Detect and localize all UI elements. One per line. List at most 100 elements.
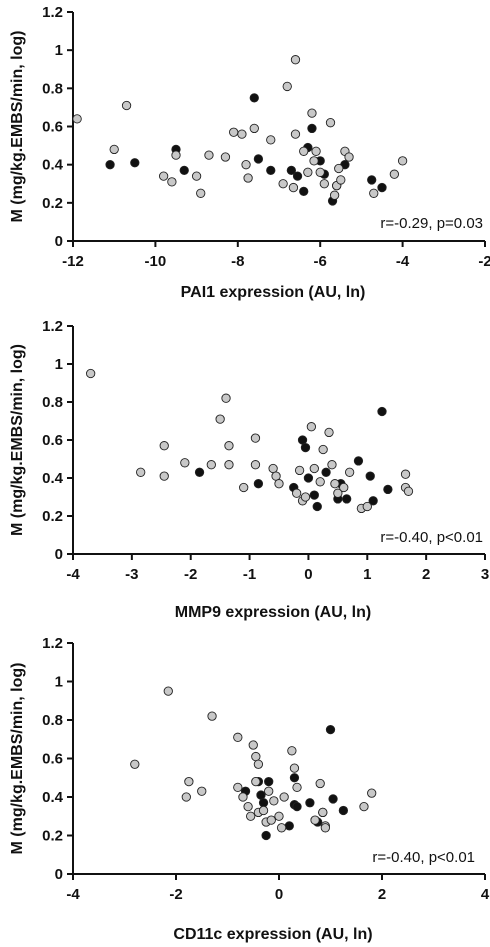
data-point-open — [290, 55, 301, 65]
data-point-filled — [194, 467, 205, 477]
x-tick-label: -4 — [66, 886, 80, 903]
data-point-filled — [367, 175, 377, 185]
data-point-open — [237, 129, 247, 139]
data-point-open — [279, 792, 289, 802]
data-point-open — [241, 160, 251, 170]
x-tick-label: 2 — [378, 886, 386, 903]
data-point-open — [249, 123, 259, 134]
data-point-filled — [377, 182, 387, 193]
data-point-open — [184, 776, 194, 787]
data-point-open — [294, 465, 305, 476]
data-point-open — [191, 171, 202, 181]
data-point-open — [310, 815, 320, 825]
data-point-open — [359, 801, 369, 812]
data-point-filled — [256, 790, 266, 800]
data-point-open — [344, 467, 355, 477]
chart-panel-1: 0 0.2 0.4 0.6 0.8 1 1.2 -12 -10 -8 -6 -4 -2 M (mg/kg.… — [9, 4, 490, 301]
data-point-open — [282, 81, 292, 92]
data-point-open — [309, 463, 319, 474]
data-point-open — [269, 796, 279, 806]
data-point-open — [159, 471, 169, 481]
data-point-open — [318, 807, 328, 818]
y-tick-label: 0.8 — [42, 394, 63, 411]
data-point-filled — [365, 471, 375, 481]
x-tick-label: 2 — [422, 566, 430, 583]
x-tick-label: 1 — [363, 566, 371, 583]
data-point-filled — [292, 171, 303, 181]
data-point-open — [309, 156, 319, 166]
data-point-filled — [305, 798, 315, 808]
data-point-filled — [130, 158, 140, 168]
data-point-open — [307, 108, 317, 118]
data-point-open — [329, 190, 340, 200]
x-tick-label: -2 — [184, 566, 197, 583]
data-point-open — [248, 740, 258, 750]
x-tick-label: 0 — [304, 566, 312, 583]
x-tick-label: 3 — [481, 566, 489, 583]
data-point-filled — [289, 773, 300, 783]
data-point-filled — [342, 494, 352, 504]
data-point-filled — [179, 165, 189, 176]
y-tick-label: 0.8 — [42, 80, 63, 97]
y-axis-title: M (mg/kg.EMBS/min, log) — [9, 31, 26, 223]
data-point-open — [167, 177, 177, 187]
x-tick-label: 0 — [275, 886, 283, 903]
data-point-open — [292, 782, 302, 793]
correlation-annotation: r=-0.40, p<0.01 — [372, 849, 475, 866]
x-tick-label: -2 — [169, 886, 182, 903]
data-point-open — [274, 479, 284, 489]
data-point-open — [300, 492, 311, 502]
y-tick-label: 0.8 — [42, 712, 63, 729]
data-point-open — [224, 460, 234, 470]
data-point-open — [72, 114, 82, 124]
data-point-open — [311, 146, 321, 156]
y-tick-label: 0.6 — [42, 119, 63, 136]
data-point-filled — [368, 496, 378, 506]
data-point-filled — [266, 165, 276, 176]
data-point-open — [397, 156, 408, 166]
data-point-filled — [249, 93, 259, 103]
data-point-filled — [383, 484, 393, 495]
data-point-open — [243, 173, 253, 183]
data-point-open — [258, 805, 269, 816]
data-point-open — [271, 471, 281, 481]
data-point-open — [250, 433, 261, 443]
data-point-open — [196, 188, 206, 198]
y-tick-label: 0 — [55, 866, 63, 883]
data-point-open — [250, 460, 261, 470]
data-point-open — [290, 129, 301, 139]
data-point-open — [306, 422, 317, 432]
data-point-filled — [261, 830, 271, 841]
data-point-open — [181, 792, 191, 802]
data-point-filled — [377, 406, 387, 417]
data-point-open — [243, 801, 253, 812]
data-point-filled — [264, 776, 274, 787]
data-point-open — [289, 763, 300, 773]
data-point-filled — [309, 490, 319, 500]
data-point-open — [197, 786, 207, 796]
data-point-filled — [338, 805, 349, 816]
data-point-filled — [286, 165, 297, 176]
data-point-filled — [312, 501, 322, 512]
data-point-open — [330, 479, 340, 489]
data-point-open — [251, 776, 261, 787]
data-point-filled — [307, 123, 317, 134]
data-point-open — [215, 414, 225, 424]
data-point-open — [246, 811, 256, 821]
chart-panel-3: 0 0.2 0.4 0.6 0.8 1 1.2 -4 -2 0 2 4 M (mg/kg.EMBS/mi… — [9, 635, 490, 943]
data-point-open — [336, 175, 346, 185]
correlation-annotation: r=-0.40, p<0.01 — [380, 529, 483, 546]
y-tick-label: 0.4 — [42, 789, 64, 806]
data-point-open — [136, 467, 146, 477]
data-point-open — [288, 182, 299, 193]
data-point-open — [266, 135, 276, 145]
data-point-filled — [325, 724, 336, 735]
x-tick-label: -2 — [478, 253, 490, 270]
y-tick-label: 0 — [55, 233, 63, 250]
data-point-open — [319, 179, 329, 189]
data-point-filled — [303, 473, 314, 483]
data-point-open — [315, 778, 325, 789]
data-point-open — [239, 482, 249, 493]
data-point-open — [158, 171, 169, 181]
y-tick-label: 0.2 — [42, 828, 63, 845]
